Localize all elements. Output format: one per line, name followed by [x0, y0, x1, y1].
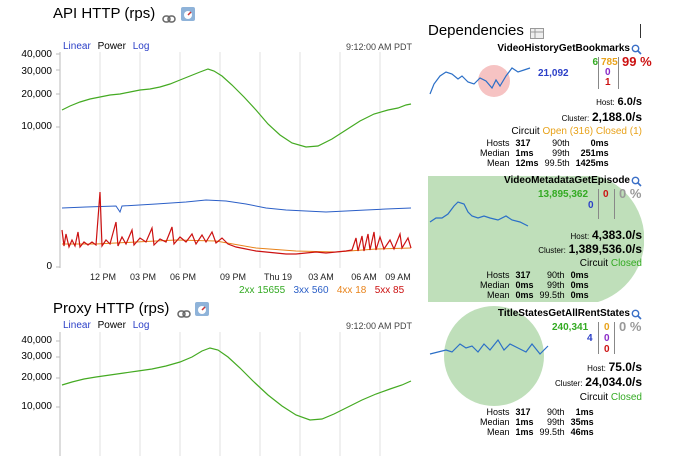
- proxy-title-text: Proxy HTTP (rps): [53, 300, 170, 317]
- count-short-circuit: 0: [604, 333, 610, 344]
- power-toggle[interactable]: Power: [97, 41, 126, 52]
- legend-2xx[interactable]: 2xx 15655: [239, 285, 286, 296]
- success-count: 21,092: [538, 68, 569, 79]
- proxy-panel-title: Proxy HTTP (rps): [53, 300, 209, 318]
- sparkline: [429, 338, 549, 355]
- y-tick-label: 20,000: [21, 372, 52, 383]
- divider: [618, 57, 619, 89]
- dependency-card[interactable]: VideoMetadataGetEpisode 13,895,362 0 0 0…: [428, 172, 644, 304]
- cluster-rate: Cluster: 2,188.0/s: [561, 110, 642, 124]
- host-rate: Host: 4,383.0/s: [570, 228, 643, 242]
- search-icon[interactable]: [631, 42, 642, 60]
- api-chart[interactable]: [56, 52, 418, 270]
- count-timeout: 4: [587, 333, 593, 344]
- dependencies-title-text: Dependencies: [428, 22, 524, 39]
- circuit-status: Circuit Open (316) Closed (1): [511, 126, 642, 137]
- search-icon[interactable]: [631, 174, 642, 192]
- circuit-status: Circuit Closed: [579, 392, 642, 403]
- dashboard-icon[interactable]: [180, 7, 195, 22]
- dependency-card[interactable]: TitleStatesGetAllRentStates 240,341 4 0 …: [428, 304, 644, 442]
- power-toggle[interactable]: Power: [97, 320, 126, 331]
- api-legend: 2xx 15655 3xx 560 4xx 18 5xx 85: [239, 285, 404, 296]
- latency-table: Hosts 317 90th 0ms Median 1ms 99th 251ms Mean 1…: [480, 138, 609, 168]
- count-failure: 0: [604, 344, 610, 355]
- legend-4xx[interactable]: 4xx 18: [336, 285, 367, 296]
- divider: [598, 189, 599, 219]
- y-tick-label: 0: [46, 261, 52, 272]
- latency-table: Hosts 317 90th 0ms Median 0ms 99th 0ms Mean 0ms…: [480, 270, 589, 300]
- count-rejected: 785: [601, 57, 618, 68]
- success-count: 240,341: [552, 322, 589, 333]
- log-toggle[interactable]: Log: [132, 41, 150, 52]
- error-percent: 0 %: [619, 186, 642, 201]
- y-tick-label: 40,000: [21, 49, 52, 60]
- series-2xx-line: [61, 68, 412, 148]
- api-scale-toggles: Linear Power Log: [63, 41, 153, 52]
- error-percent: 99 %: [622, 54, 652, 69]
- proxy-chart[interactable]: [56, 332, 418, 456]
- host-rate: Host: 75.0/s: [587, 360, 642, 374]
- x-tick-label: 03 AM: [308, 272, 334, 282]
- proxy-timestamp: 9:12:00 AM PDT: [346, 321, 413, 331]
- y-tick-label: 20,000: [21, 89, 52, 100]
- x-tick-label: 12 PM: [89, 272, 116, 282]
- legend-3xx[interactable]: 3xx 560: [293, 285, 329, 296]
- count-timeout: 0: [588, 200, 594, 211]
- x-tick-label: 06 AM: [351, 272, 377, 282]
- sparkline: [429, 201, 529, 227]
- series-3xx-line: [61, 199, 412, 214]
- y-tick-label: 30,000: [21, 351, 52, 362]
- count-timeout: 6: [592, 57, 598, 68]
- search-icon[interactable]: [631, 307, 642, 325]
- link-icon[interactable]: [176, 305, 191, 318]
- y-tick-label: 30,000: [21, 66, 52, 77]
- x-tick-label: 09 AM: [385, 272, 411, 282]
- success-count: 13,895,362: [538, 189, 589, 200]
- count-rejected: 0: [603, 189, 609, 200]
- count-short-circuit: 0: [605, 67, 611, 78]
- dependency-name: VideoMetadataGetEpisode: [504, 175, 630, 186]
- divider: [598, 322, 599, 354]
- count-failure: 1: [605, 77, 611, 88]
- circuit-status: Circuit Closed: [579, 258, 642, 269]
- legend-5xx[interactable]: 5xx 85: [374, 285, 405, 296]
- health-bubble: [428, 176, 644, 302]
- dependency-name: TitleStatesGetAllRentStates: [497, 308, 630, 319]
- x-tick-label: 06 PM: [169, 272, 196, 282]
- y-tick-label: 10,000: [21, 401, 52, 412]
- proxy-scale-toggles: Linear Power Log: [63, 320, 153, 331]
- api-timestamp: 9:12:00 AM PDT: [346, 42, 413, 52]
- linear-toggle[interactable]: Linear: [63, 41, 91, 52]
- log-toggle[interactable]: Log: [132, 320, 150, 331]
- cluster-rate: Cluster: 24,034.0/s: [554, 375, 642, 389]
- cluster-rate: Cluster: 1,389,536.0/s: [538, 242, 642, 256]
- host-rate: Host: 6.0/s: [596, 96, 642, 108]
- y-tick-label: 40,000: [21, 335, 52, 346]
- table-icon[interactable]: [530, 26, 545, 39]
- dashboard-icon[interactable]: [194, 302, 209, 317]
- count-rejected: 0: [604, 322, 610, 333]
- dependency-card[interactable]: VideoHistoryGetBookmarks 21,092 6 785 0 …: [428, 40, 652, 172]
- x-tick-label: Thu 19: [263, 272, 293, 282]
- divider: [598, 57, 599, 89]
- linear-toggle[interactable]: Linear: [63, 320, 91, 331]
- panel-divider: [640, 24, 641, 38]
- api-panel-title: API HTTP (rps): [53, 5, 195, 23]
- x-tick-label: 03 PM: [129, 272, 156, 282]
- link-icon[interactable]: [162, 10, 177, 23]
- y-tick-label: 10,000: [21, 121, 52, 132]
- error-percent: 0 %: [619, 319, 642, 334]
- dependency-name: VideoHistoryGetBookmarks: [497, 43, 630, 54]
- proxy-series-line: [61, 347, 412, 421]
- dependencies-title: Dependencies: [428, 22, 545, 39]
- latency-table: Hosts 317 90th 1ms Median 1ms 99th 35ms Mean 1m…: [480, 407, 594, 437]
- x-tick-label: 09 PM: [219, 272, 246, 282]
- divider: [614, 322, 615, 354]
- divider: [614, 189, 615, 219]
- api-title-text: API HTTP (rps): [53, 5, 156, 22]
- health-bubble: [444, 306, 544, 406]
- sparkline: [429, 65, 531, 97]
- series-5xx-line: [61, 191, 412, 255]
- series-4xx-line: [62, 239, 412, 253]
